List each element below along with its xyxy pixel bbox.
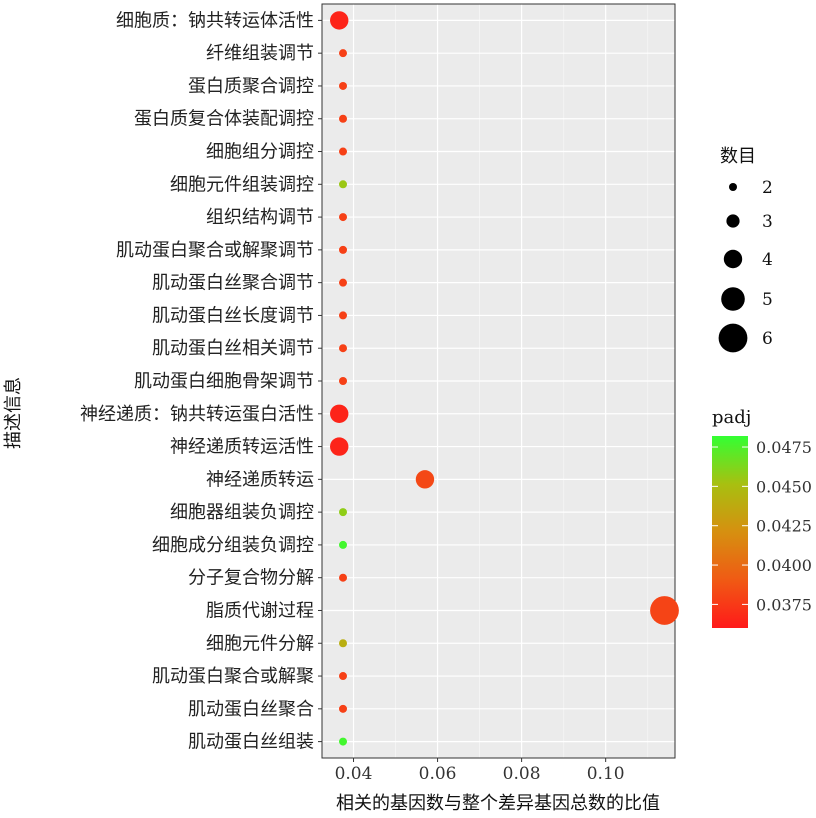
y-tick-label: 细胞组分调控 [206,142,314,163]
size-legend-dot [718,323,748,353]
size-legend-label: 3 [762,212,773,232]
y-tick-label: 肌动蛋白细胞骨架调节 [134,371,314,392]
data-point [339,311,348,320]
grid-lines [321,3,676,759]
data-point [339,737,348,746]
color-bar-label: 0.0450 [756,477,812,496]
data-point [339,180,348,189]
y-tick-label: 肌动蛋白聚合或解聚调节 [116,240,314,261]
y-tick-label: 蛋白质聚合调控 [188,76,314,97]
color-bar-label: 0.0400 [756,556,812,575]
y-tick-label: 神经递质转运 [206,469,314,490]
size-legend-dot [721,287,745,311]
size-legend-label: 2 [762,178,773,198]
data-point [650,596,679,625]
y-tick-label: 细胞器组装负调控 [170,502,314,523]
size-legend-dot [729,183,737,191]
y-axis-title: 描述信息 [3,377,24,449]
size-legend: 数目 2 3 4 5 6 [718,146,773,353]
x-tick-label: 0.10 [587,764,625,784]
y-tick-label: 神经递质转运活性 [170,437,314,458]
size-legend-label: 6 [762,329,773,349]
data-point [339,377,348,385]
color-bar [712,436,748,628]
y-tick-label: 肌动蛋白丝组装 [188,732,314,753]
color-legend: padj 0.0475 0.0450 0.0425 0.0400 0.0375 [712,407,812,628]
size-legend-label: 5 [762,290,773,310]
x-axis-ticks: 0.04 0.06 0.08 0.10 [335,758,625,784]
y-tick-label: 细胞元件组装调控 [170,174,314,195]
data-point [330,11,349,30]
data-point [339,672,348,681]
data-point [339,704,348,713]
data-point [330,404,349,423]
x-tick-label: 0.08 [503,764,541,784]
data-point [339,344,348,353]
color-legend-title: padj [712,407,751,428]
data-point [339,278,348,287]
y-tick-label: 脂质代谢过程 [206,600,314,621]
data-point [330,437,349,456]
y-tick-label: 蛋白质复合体装配调控 [134,109,314,130]
data-point [339,147,348,156]
data-point [415,470,435,489]
size-legend-title: 数目 [720,146,756,167]
color-bar-label: 0.0375 [756,595,812,614]
y-tick-label: 细胞成分组装负调控 [152,535,314,556]
y-tick-label: 肌动蛋白丝聚合调节 [152,273,314,294]
size-legend-label: 4 [762,250,773,270]
data-point [339,245,348,254]
y-tick-label: 肌动蛋白丝相关调节 [152,338,314,359]
data-point [339,573,348,582]
y-tick-label: 细胞元件分解 [206,633,314,654]
y-tick-label: 组织结构调节 [206,207,314,228]
data-point [339,81,348,90]
data-point [339,508,348,517]
y-tick-label: 纤维组装调节 [206,43,314,64]
color-bar-label: 0.0475 [756,438,812,457]
size-legend-dot [726,214,740,228]
data-points [330,11,679,746]
data-point [339,49,348,58]
y-tick-label: 肌动蛋白聚合或解聚 [152,666,314,687]
data-point [339,540,348,549]
y-tick-label: 细胞质：钠共转运体活性 [116,10,314,31]
y-axis-labels: 细胞质：钠共转运体活性纤维组装调节蛋白质聚合调控蛋白质复合体装配调控细胞组分调控… [80,10,322,753]
data-point [339,639,348,648]
y-tick-label: 肌动蛋白丝长度调节 [152,305,314,326]
data-point [339,114,348,123]
size-legend-dot [723,249,743,269]
y-tick-label: 神经递质：钠共转运蛋白活性 [80,404,314,425]
x-tick-label: 0.06 [419,764,457,784]
y-tick-label: 分子复合物分解 [188,568,314,589]
data-point [339,213,348,222]
y-tick-label: 肌动蛋白丝聚合 [188,699,314,720]
x-axis-title: 相关的基因数与整个差异基因总数的比值 [336,793,660,814]
x-tick-label: 0.04 [335,764,373,784]
color-bar-label: 0.0425 [756,517,812,536]
